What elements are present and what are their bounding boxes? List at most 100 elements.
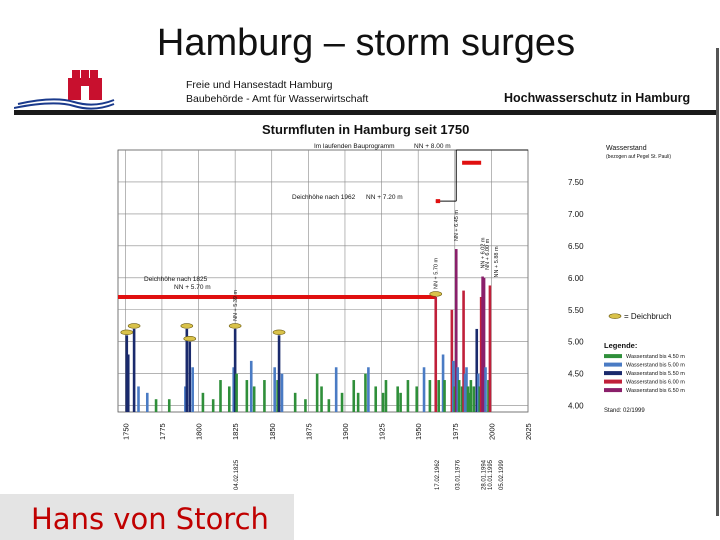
legend-label: Wasserstand bis 5.50 m (626, 371, 685, 377)
x-tick-label: 1875 (304, 423, 313, 440)
dike-breach-icon (183, 336, 197, 342)
dike-height-value: NN + 5.70 m (174, 284, 211, 291)
peak-value-label: NN + 5.39 m (233, 289, 239, 320)
surge-bar (356, 392, 360, 412)
surge-bar (276, 380, 279, 412)
dike-breach-icon (272, 329, 286, 336)
surge-bar (320, 386, 323, 412)
surge-bar (479, 296, 483, 412)
event-date-label: 04.02.1825 (234, 459, 240, 490)
surge-bar (132, 328, 136, 412)
surge-bar (201, 392, 205, 412)
y-tick-label: 4.00 (568, 402, 584, 411)
slide-right-rule (716, 48, 719, 516)
author-name: Hans von Storch (31, 502, 269, 536)
chart-title: Sturmfluten in Hamburg seit 1750 (262, 122, 469, 137)
surge-bar (263, 380, 266, 412)
event-date-label: 28.01.1994 (482, 459, 488, 490)
surge-bar (460, 386, 464, 412)
chart-panel: Freie und Hansestadt Hamburg Baubehörde … (13, 66, 716, 510)
surge-bar (227, 386, 231, 412)
y-tick-label: 5.00 (568, 338, 584, 347)
surge-bar (476, 373, 480, 412)
peak-value-label: NN + 5.88 m (494, 246, 500, 277)
deichbruch-legend-label: = Deichbruch (624, 312, 671, 321)
surge-bar (340, 392, 344, 412)
surge-bar (233, 328, 237, 412)
x-tick-label: 1925 (378, 423, 387, 440)
program-title: Hochwasserschutz in Hamburg (504, 91, 690, 105)
legend-label: Wasserstand bis 5.00 m (626, 363, 685, 369)
surge-bar (235, 373, 238, 412)
legend-swatch (604, 388, 622, 393)
surge-bar (249, 360, 253, 412)
event-date-label: 10.01.1995 (488, 459, 494, 490)
surge-bar (437, 380, 440, 412)
surge-bar (315, 373, 319, 412)
surge-bar (441, 354, 445, 412)
surge-bar (462, 290, 465, 412)
dike-height-label: Deichhöhe nach 1962 (292, 194, 356, 201)
surge-bar (188, 341, 192, 412)
event-date-label: 17.02.1962 (435, 459, 441, 490)
surge-bar (145, 392, 149, 412)
y-tick-label: 7.00 (568, 210, 584, 219)
legend-swatch (604, 379, 622, 384)
surge-bar (478, 386, 481, 412)
surge-bar (273, 367, 276, 412)
surge-bar (232, 367, 235, 412)
surge-bar (184, 386, 187, 412)
authority-line-2: Baubehörde - Amt für Wasserwirtschaft (186, 93, 368, 105)
surge-bar (457, 380, 461, 412)
y-axis-label: Wasserstand (606, 145, 647, 152)
surge-bar (487, 380, 490, 412)
peak-value-label: NN + 5.70 m (434, 258, 440, 289)
surge-bar (452, 360, 455, 412)
surge-bar (434, 296, 438, 412)
surge-bar (406, 380, 410, 412)
y-tick-label: 5.50 (568, 306, 584, 315)
surge-bar (384, 380, 388, 412)
surge-bar (484, 367, 487, 412)
dike-breach-icon (180, 323, 194, 329)
surge-bar (422, 367, 426, 412)
legend-title: Legende: (604, 341, 637, 350)
legend-swatch (604, 362, 622, 367)
surge-bar (415, 386, 419, 412)
surge-bar (482, 277, 486, 412)
surge-bar (126, 354, 130, 412)
y-tick-label: 7.50 (568, 178, 584, 187)
author-box: Hans von Storch (0, 494, 294, 540)
deichbruch-legend-icon (608, 313, 622, 319)
surge-bar (167, 399, 171, 412)
surge-bar (304, 399, 307, 412)
x-tick-label: 1825 (231, 423, 240, 440)
surge-bar (137, 386, 140, 412)
surge-bar (472, 386, 476, 412)
surge-bar (293, 392, 297, 412)
peak-value-label: NN + 6.45 m (454, 210, 460, 241)
surge-bar (327, 399, 331, 412)
surge-bar (219, 380, 222, 412)
surge-bar (488, 285, 492, 412)
hamburg-coat-of-arms-icon (13, 66, 115, 110)
x-tick-label: 2025 (524, 423, 533, 440)
legend-label: Wasserstand bis 6.00 m (626, 380, 685, 386)
surge-bar (185, 328, 189, 412)
y-tick-label: 4.50 (568, 370, 584, 379)
event-date-label: 03.01.1976 (455, 459, 461, 490)
surge-bar (277, 335, 281, 412)
slide-title: Hamburg – storm surges (156, 22, 576, 64)
dike-height-label: Im laufenden Bauprogramm (314, 143, 395, 150)
surge-bar (465, 367, 468, 412)
y-tick-label: 6.00 (568, 274, 584, 283)
dike-breach-icon (429, 291, 443, 297)
peak-value-label: NN + 6.02 m (481, 237, 487, 268)
surge-bar (475, 328, 479, 412)
y-tick-label: 6.50 (568, 242, 584, 251)
x-tick-label: 1850 (268, 423, 277, 440)
surge-bar (463, 373, 467, 412)
storm-surge-chart: Freie und Hansestadt Hamburg Baubehörde … (13, 66, 716, 490)
surge-bar (399, 392, 402, 412)
surge-bar (450, 309, 454, 412)
